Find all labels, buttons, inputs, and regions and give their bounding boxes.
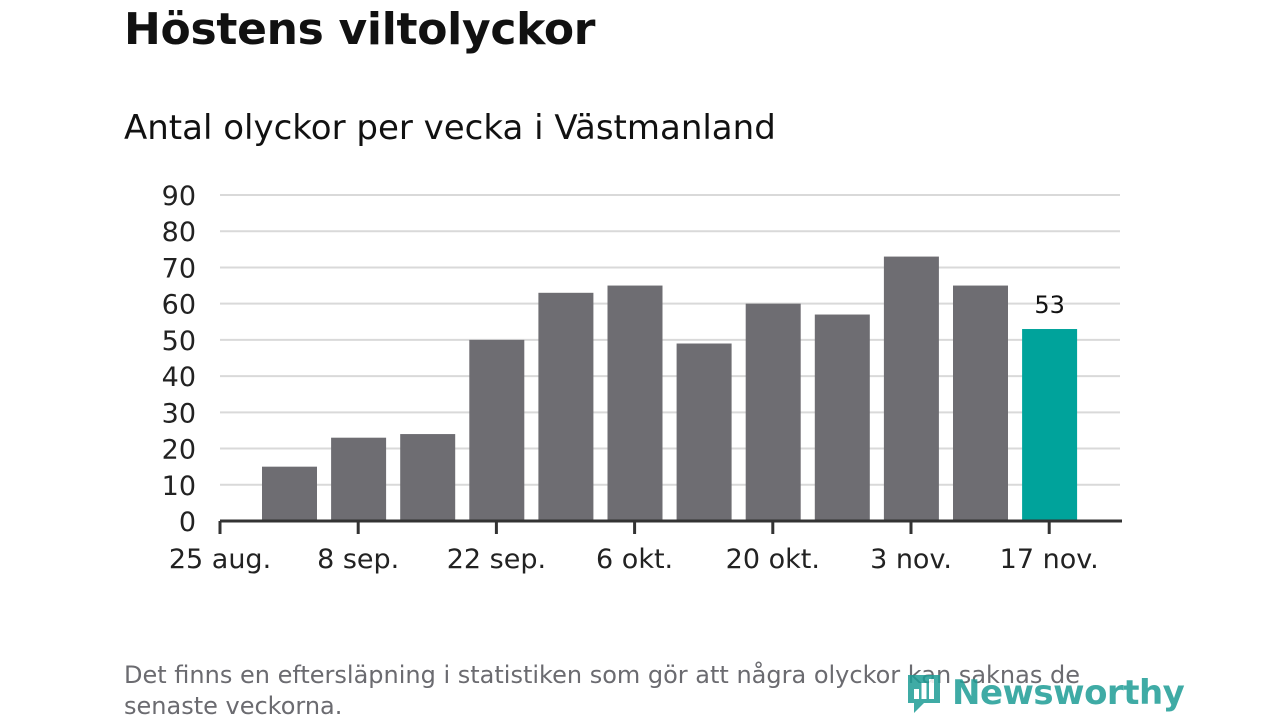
chart-title: Höstens viltolyckor bbox=[124, 4, 596, 55]
y-tick-label: 60 bbox=[162, 290, 196, 321]
y-tick-label: 10 bbox=[162, 471, 196, 502]
y-tick-label: 80 bbox=[162, 217, 196, 248]
x-tick-label: 6 okt. bbox=[596, 544, 673, 575]
bar bbox=[745, 303, 801, 521]
data-label-highlight: 53 bbox=[1034, 291, 1065, 319]
bar bbox=[538, 292, 594, 521]
y-tick-label: 30 bbox=[162, 398, 196, 429]
y-tick-label: 50 bbox=[162, 326, 196, 357]
x-tick-label: 3 nov. bbox=[870, 544, 952, 575]
brand-name: Newsworthy bbox=[952, 673, 1185, 713]
x-tick-label: 17 nov. bbox=[1000, 544, 1099, 575]
y-tick-label: 40 bbox=[162, 362, 196, 393]
bar-chart: 0 10 20 30 40 50 60 70 80 90 25 aug. 8 sep. 22 sep.… bbox=[162, 181, 1122, 575]
data-labels: 53 bbox=[1034, 291, 1065, 319]
y-tick-label: 0 bbox=[179, 507, 196, 538]
chart-subtitle: Antal olyckor per vecka i Västmanland bbox=[124, 108, 776, 148]
bar bbox=[331, 437, 387, 521]
bar bbox=[676, 343, 732, 521]
bar bbox=[262, 466, 317, 521]
brand-logo: Newsworthy bbox=[904, 668, 1185, 718]
bar bbox=[814, 314, 870, 521]
y-tick-label: 90 bbox=[162, 181, 196, 212]
x-tick-label: 25 aug. bbox=[169, 544, 271, 575]
x-tick-label: 22 sep. bbox=[447, 544, 546, 575]
y-tick-label: 20 bbox=[162, 435, 196, 466]
bar bbox=[883, 256, 939, 521]
newsworthy-logo-icon bbox=[908, 675, 940, 713]
y-tick-label: 70 bbox=[162, 253, 196, 284]
bar-highlighted bbox=[1022, 329, 1078, 521]
x-tick-label: 20 okt. bbox=[726, 544, 820, 575]
bar bbox=[469, 339, 525, 521]
x-tick-label: 8 sep. bbox=[317, 544, 399, 575]
x-axis-ticks: 25 aug. 8 sep. 22 sep. 6 okt. 20 okt. 3 nov. 1… bbox=[169, 521, 1099, 575]
bar bbox=[953, 285, 1008, 521]
y-axis-ticks: 0 10 20 30 40 50 60 70 80 90 bbox=[162, 181, 196, 538]
bars bbox=[262, 256, 1078, 521]
bar bbox=[400, 434, 456, 521]
bar bbox=[607, 285, 663, 521]
